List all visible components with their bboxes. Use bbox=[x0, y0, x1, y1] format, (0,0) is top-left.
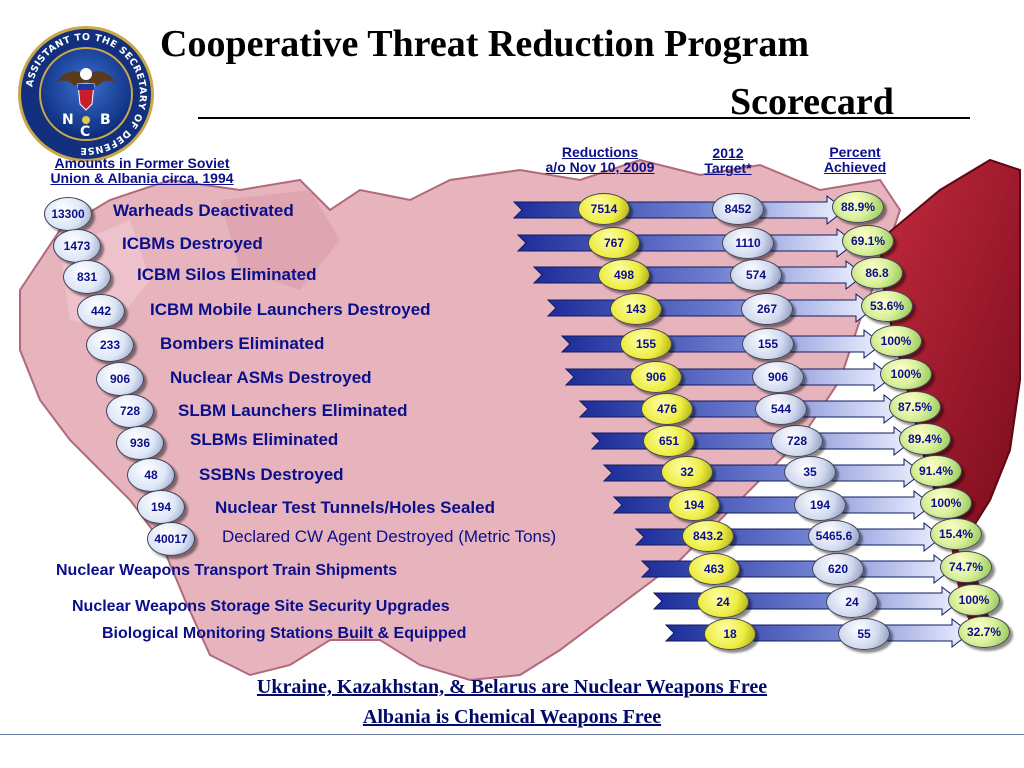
row-label: Declared CW Agent Destroyed (Metric Tons… bbox=[222, 527, 557, 546]
row-label: Warheads Deactivated bbox=[113, 201, 294, 220]
reductions-circle: 476 bbox=[641, 393, 693, 425]
baseline-circle: 40017 bbox=[147, 522, 195, 556]
page-title: Cooperative Threat Reduction Program bbox=[160, 23, 810, 65]
dod-seal-icon: ASSISTANT TO THE SECRETARY OF DEFENSE N … bbox=[18, 26, 154, 162]
reductions-circle: 18 bbox=[704, 618, 756, 650]
percent-circle: 91.4% bbox=[910, 455, 962, 487]
target-circle: 35 bbox=[784, 456, 836, 488]
target-circle: 906 bbox=[752, 361, 804, 393]
seal-letter-c: C bbox=[80, 124, 90, 140]
row-label: Nuclear ASMs Destroyed bbox=[170, 368, 372, 387]
reductions-circle: 7514 bbox=[578, 193, 630, 225]
percent-circle: 32.7% bbox=[958, 616, 1010, 648]
row-arrow bbox=[590, 425, 913, 457]
row-arrow bbox=[512, 194, 846, 226]
row-label: Nuclear Test Tunnels/Holes Sealed bbox=[215, 498, 495, 517]
target-circle: 574 bbox=[730, 259, 782, 291]
baseline-circle: 48 bbox=[127, 458, 175, 492]
row-label: Bombers Eliminated bbox=[160, 334, 325, 353]
row-label: SLBM Launchers Eliminated bbox=[178, 401, 408, 420]
row-label: SLBMs Eliminated bbox=[190, 430, 339, 449]
reductions-circle: 155 bbox=[620, 328, 672, 360]
reductions-circle: 463 bbox=[688, 553, 740, 585]
percent-circle: 89.4% bbox=[899, 423, 951, 455]
baseline-circle: 1473 bbox=[53, 229, 101, 263]
percent-circle: 100% bbox=[870, 325, 922, 357]
percent-circle: 15.4% bbox=[930, 518, 982, 550]
row-arrow bbox=[560, 328, 883, 360]
header-reductions: Reductions a/o Nov 10, 2009 bbox=[545, 144, 655, 175]
row-label: SSBNs Destroyed bbox=[199, 465, 344, 484]
target-circle: 5465.6 bbox=[808, 520, 860, 552]
page-subtitle: Scorecard bbox=[730, 81, 894, 123]
baseline-circle: 936 bbox=[116, 426, 164, 460]
row-arrow bbox=[546, 292, 875, 324]
baseline-circle: 831 bbox=[63, 260, 111, 294]
target-circle: 8452 bbox=[712, 193, 764, 225]
percent-circle: 87.5% bbox=[889, 391, 941, 423]
row-label: ICBM Silos Eliminated bbox=[137, 265, 317, 284]
percent-circle: 86.8 bbox=[851, 257, 903, 289]
seal-letter-b: B bbox=[100, 112, 111, 128]
header-amounts: Amounts in Former Soviet Union & Albania … bbox=[50, 155, 234, 186]
percent-circle: 100% bbox=[920, 487, 972, 519]
percent-circle: 100% bbox=[880, 358, 932, 390]
reductions-circle: 194 bbox=[668, 489, 720, 521]
footer-line-1: Ukraine, Kazakhstan, & Belarus are Nucle… bbox=[256, 676, 768, 698]
header-target: 2012 Target* bbox=[704, 145, 752, 176]
reductions-circle: 498 bbox=[598, 259, 650, 291]
target-circle: 55 bbox=[838, 618, 890, 650]
row-label: Biological Monitoring Stations Built & E… bbox=[102, 625, 467, 642]
row-label: ICBMs Destroyed bbox=[122, 234, 263, 253]
reductions-circle: 767 bbox=[588, 227, 640, 259]
baseline-circle: 194 bbox=[137, 490, 185, 524]
target-circle: 155 bbox=[742, 328, 794, 360]
row-arrow bbox=[578, 393, 903, 425]
seal-letter-n: N bbox=[62, 112, 74, 128]
percent-circle: 88.9% bbox=[832, 191, 884, 223]
header-percent: Percent Achieved bbox=[823, 144, 887, 175]
percent-circle: 100% bbox=[948, 584, 1000, 616]
target-circle: 728 bbox=[771, 425, 823, 457]
baseline-circle: 233 bbox=[86, 328, 134, 362]
reductions-circle: 843.2 bbox=[682, 520, 734, 552]
reductions-circle: 906 bbox=[630, 361, 682, 393]
footer-rule bbox=[0, 734, 1024, 735]
row-label: Nuclear Weapons Transport Train Shipment… bbox=[56, 562, 398, 579]
row-arrow bbox=[532, 259, 865, 291]
row-arrow bbox=[602, 457, 923, 489]
baseline-circle: 442 bbox=[77, 294, 125, 328]
percent-circle: 69.1% bbox=[842, 225, 894, 257]
percent-circle: 74.7% bbox=[940, 551, 992, 583]
percent-circle: 53.6% bbox=[861, 290, 913, 322]
baseline-circle: 13300 bbox=[44, 197, 92, 231]
target-circle: 1110 bbox=[722, 227, 774, 259]
row-arrow bbox=[612, 489, 933, 521]
row-arrow bbox=[564, 361, 893, 393]
reductions-circle: 143 bbox=[610, 293, 662, 325]
target-circle: 620 bbox=[812, 553, 864, 585]
target-circle: 544 bbox=[755, 393, 807, 425]
baseline-circle: 906 bbox=[96, 362, 144, 396]
reductions-circle: 32 bbox=[661, 456, 713, 488]
title-underline bbox=[198, 117, 970, 119]
target-circle: 194 bbox=[794, 489, 846, 521]
footer-line-2: Albania is Chemical Weapons Free bbox=[362, 706, 662, 728]
row-label: Nuclear Weapons Storage Site Security Up… bbox=[72, 598, 450, 615]
baseline-circle: 728 bbox=[106, 394, 154, 428]
row-label: ICBM Mobile Launchers Destroyed bbox=[150, 300, 431, 319]
row-arrow bbox=[516, 227, 856, 259]
reductions-circle: 651 bbox=[643, 425, 695, 457]
reductions-circle: 24 bbox=[697, 586, 749, 618]
target-circle: 267 bbox=[741, 293, 793, 325]
target-circle: 24 bbox=[826, 586, 878, 618]
